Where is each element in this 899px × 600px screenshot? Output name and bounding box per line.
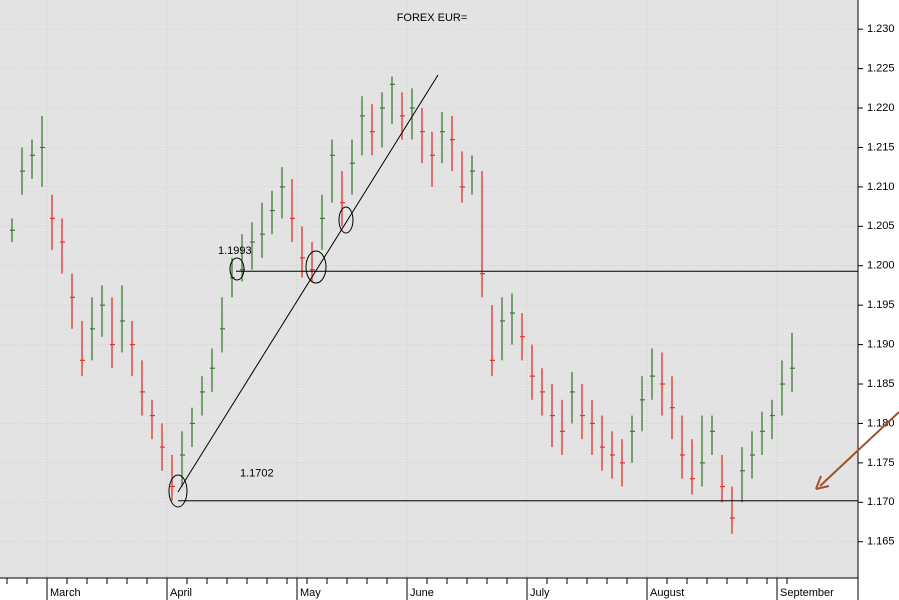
x-tick-label: April xyxy=(170,587,192,599)
y-tick-label: 1.230 xyxy=(867,23,895,35)
level-label: 1.1702 xyxy=(240,468,274,480)
trendline xyxy=(177,74,439,493)
y-tick-label: 1.165 xyxy=(867,536,895,548)
level-label: 1.1993 xyxy=(218,245,252,257)
y-tick-label: 1.170 xyxy=(867,496,895,508)
highlight-circle xyxy=(305,250,327,284)
y-tick-label: 1.200 xyxy=(867,260,895,272)
x-tick-label: September xyxy=(780,587,834,599)
y-tick-label: 1.195 xyxy=(867,299,895,311)
y-tick-label: 1.220 xyxy=(867,102,895,114)
highlight-circle xyxy=(338,206,354,234)
x-tick-label: March xyxy=(50,587,81,599)
arrow-head xyxy=(815,475,830,490)
y-tick-label: 1.210 xyxy=(867,181,895,193)
arrow-shaft xyxy=(819,411,899,487)
y-tick-label: 1.225 xyxy=(867,63,895,75)
plot-background xyxy=(0,0,858,578)
highlight-circle xyxy=(168,474,188,508)
y-tick-label: 1.175 xyxy=(867,457,895,469)
highlight-circle xyxy=(229,257,245,281)
x-tick-label: June xyxy=(410,587,434,599)
y-tick-label: 1.190 xyxy=(867,338,895,350)
x-tick-label: May xyxy=(300,587,321,599)
y-tick-label: 1.205 xyxy=(867,220,895,232)
y-tick-label: 1.215 xyxy=(867,141,895,153)
chart-title: FOREX EUR= xyxy=(397,12,468,24)
x-tick-label: August xyxy=(650,587,684,599)
y-tick-label: 1.185 xyxy=(867,378,895,390)
y-tick-label: 1.180 xyxy=(867,417,895,429)
x-tick-label: July xyxy=(530,587,550,599)
